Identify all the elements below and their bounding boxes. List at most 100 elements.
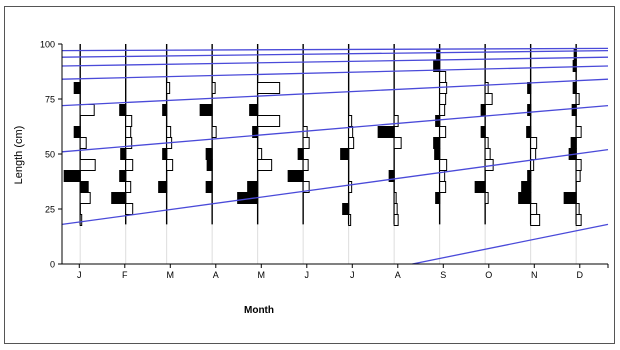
frequency-bar xyxy=(527,82,532,94)
frequency-bar xyxy=(575,203,580,215)
frequency-bar xyxy=(257,82,281,94)
x-tick-label: J xyxy=(305,270,310,280)
x-tick-label: A xyxy=(395,270,401,280)
frequency-bar xyxy=(572,60,577,72)
y-tick-label: 25 xyxy=(45,205,55,215)
frequency-bar xyxy=(348,137,355,149)
frequency-bar xyxy=(162,104,168,116)
frequency-bar xyxy=(439,82,448,94)
frequency-bar xyxy=(393,192,397,204)
frequency-bar xyxy=(166,159,174,171)
x-tick-label: M xyxy=(167,270,175,280)
frequency-bar xyxy=(73,82,81,94)
y-axis-label: Length (cm) xyxy=(13,126,25,185)
frequency-bar xyxy=(575,214,582,226)
frequency-bar xyxy=(211,126,217,138)
x-tick-label: M xyxy=(258,270,266,280)
frequency-bar xyxy=(302,159,309,171)
frequency-bar xyxy=(79,181,89,193)
frequency-bar xyxy=(435,192,441,204)
y-axis-ticks: 0 25 50 75 100 xyxy=(40,40,62,270)
frequency-bar xyxy=(348,126,354,138)
x-axis-label: Month xyxy=(244,305,274,316)
frequency-bar xyxy=(162,148,168,160)
frequency-bar xyxy=(348,115,353,127)
frequency-bar xyxy=(257,148,263,160)
frequency-bar xyxy=(125,203,134,215)
frequency-bar xyxy=(484,137,489,149)
frequency-bar xyxy=(257,159,273,171)
frequency-bar xyxy=(297,148,304,160)
frequency-bar xyxy=(302,137,310,149)
frequency-bar xyxy=(388,170,395,182)
growth-curve xyxy=(61,56,609,67)
frequency-bar xyxy=(434,148,441,160)
growth-curve xyxy=(61,148,609,226)
frequency-bar xyxy=(575,93,580,105)
frequency-bar xyxy=(199,104,213,116)
frequency-bar xyxy=(79,104,95,116)
frequency-bar xyxy=(530,214,541,226)
frequency-bar xyxy=(570,137,577,149)
growth-curve xyxy=(61,47,609,52)
growth-curve xyxy=(61,49,609,58)
frequency-bar xyxy=(119,170,127,182)
frequency-bar xyxy=(166,126,172,138)
frequency-bar xyxy=(79,192,91,204)
frequency-bar xyxy=(247,181,259,193)
y-tick-label: 0 xyxy=(50,260,55,270)
x-tick-label: D xyxy=(577,270,584,280)
frequency-bar xyxy=(393,214,399,226)
frequency-bar xyxy=(563,192,577,204)
frequency-bar xyxy=(79,159,96,171)
frequency-bar xyxy=(257,115,281,127)
frequency-bar xyxy=(125,115,133,127)
frequency-bar xyxy=(287,170,304,182)
frequency-bar xyxy=(439,181,447,193)
x-tick-label: S xyxy=(440,270,446,280)
frequency-bar xyxy=(206,159,213,171)
x-tick-label: O xyxy=(485,270,492,280)
frequency-bar xyxy=(433,137,441,149)
frequency-bar xyxy=(393,137,402,149)
growth-curve xyxy=(412,223,609,265)
frequency-bar xyxy=(484,82,489,94)
growth-curve xyxy=(61,65,609,80)
growth-curves xyxy=(61,47,609,265)
frequency-bar xyxy=(393,203,398,215)
frequency-bar xyxy=(439,126,447,138)
frequency-bar xyxy=(484,93,493,105)
frequency-bar xyxy=(158,181,168,193)
frequency-bar xyxy=(435,115,441,127)
frequency-bar xyxy=(439,104,446,116)
frequency-bar xyxy=(572,82,577,94)
frequency-bar xyxy=(166,82,171,94)
x-tick-label: F xyxy=(122,270,128,280)
frequency-bar xyxy=(439,71,447,83)
frequency-bar xyxy=(527,170,532,182)
frequency-bar xyxy=(348,181,353,193)
frequency-bar xyxy=(125,159,134,171)
frequency-bar xyxy=(63,170,81,182)
frequency-bar xyxy=(575,170,581,182)
frequency-bar xyxy=(120,148,127,160)
frequency-bar xyxy=(521,181,532,193)
frequency-bar xyxy=(484,148,491,160)
frequency-bar xyxy=(119,104,127,116)
frequency-bar xyxy=(377,126,395,138)
frequency-bar xyxy=(575,126,582,138)
frequency-bar xyxy=(125,126,132,138)
length-frequency-bars xyxy=(63,49,582,226)
frequency-bar xyxy=(302,181,310,193)
frequency-bar xyxy=(439,93,447,105)
frequency-bar xyxy=(79,137,87,149)
frequency-bar xyxy=(252,126,259,138)
frequency-bar xyxy=(436,49,441,61)
frequency-bar xyxy=(530,159,535,171)
growth-curve xyxy=(61,78,609,107)
frequency-bar xyxy=(518,192,532,204)
frequency-bar xyxy=(480,104,486,116)
frequency-bar xyxy=(205,181,213,193)
